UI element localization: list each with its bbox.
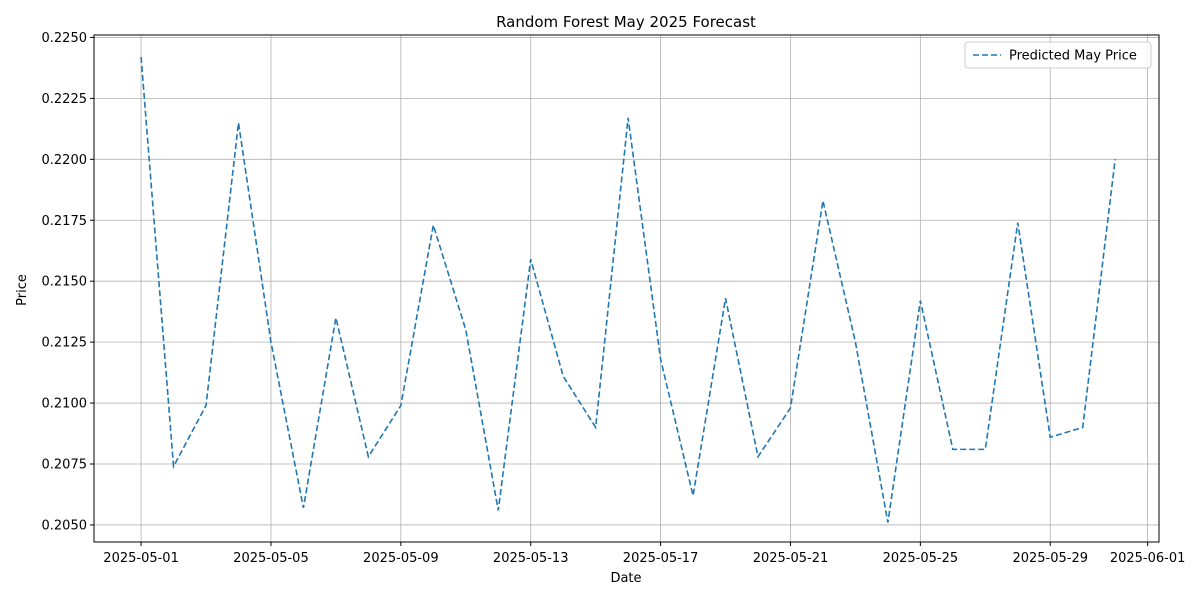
data-point (725, 297, 727, 299)
data-point (432, 224, 434, 226)
x-tick-label: 2025-05-29 (1012, 551, 1088, 566)
plot-area-frame (93, 34, 1160, 543)
y-axis-ticks: 0.2050 0.2075 0.2100 0.2125 0.2150 0.2175 0.22… (42, 31, 94, 533)
x-tick-label: 2025-05-13 (493, 551, 569, 566)
y-tick-label: 0.2250 (42, 31, 88, 46)
x-tick-label: 2025-05-01 (103, 551, 179, 566)
x-tick-label: 2025-05-17 (623, 551, 699, 566)
y-tick-label: 0.2200 (42, 153, 88, 168)
y-tick-label: 0.2100 (42, 397, 88, 412)
data-point (595, 427, 597, 429)
series-layer (140, 56, 1116, 523)
data-point (562, 375, 564, 377)
chart-title: Random Forest May 2025 Forecast (496, 13, 756, 31)
y-tick-label: 0.2050 (42, 518, 88, 533)
x-tick-label: 2025-05-05 (233, 551, 309, 566)
grid (94, 35, 1159, 542)
series-line-predicted-may-price (140, 56, 1116, 523)
legend-label: Predicted May Price (1009, 49, 1137, 64)
data-point (367, 456, 369, 458)
data-point (303, 507, 305, 509)
data-point (887, 522, 889, 524)
data-point (1114, 158, 1116, 160)
data-point (855, 341, 857, 343)
data-point (140, 56, 142, 58)
data-point (790, 407, 792, 409)
data-point (1049, 436, 1051, 438)
y-tick-label: 0.2225 (42, 92, 88, 107)
x-axis-ticks: 2025-05-01 2025-05-05 2025-05-09 2025-05-13… (103, 542, 1185, 566)
data-point (465, 329, 467, 331)
data-point (1082, 427, 1084, 429)
x-tick-label: 2025-06-01 (1110, 551, 1186, 566)
x-axis-title: Date (610, 571, 641, 586)
y-tick-label: 0.2175 (42, 214, 88, 229)
data-point (497, 509, 499, 511)
data-point (660, 358, 662, 360)
x-tick-label: 2025-05-09 (363, 551, 439, 566)
data-point (173, 466, 175, 468)
legend-box (964, 41, 1152, 69)
data-point (335, 317, 337, 319)
y-tick-label: 0.2125 (42, 336, 88, 351)
data-point (530, 258, 532, 260)
data-point (984, 448, 986, 450)
y-tick-label: 0.2075 (42, 458, 88, 473)
data-point (822, 200, 824, 202)
data-point (1017, 222, 1019, 224)
data-point (238, 122, 240, 124)
y-tick-label: 0.2150 (42, 275, 88, 290)
data-point (919, 300, 921, 302)
data-point (270, 341, 272, 343)
data-point (692, 495, 694, 497)
x-tick-label: 2025-05-21 (753, 551, 829, 566)
x-tick-label: 2025-05-25 (883, 551, 959, 566)
data-point (757, 456, 759, 458)
y-axis-title: Price (15, 274, 30, 306)
data-point (205, 405, 207, 407)
data-point (952, 448, 954, 450)
data-point (627, 117, 629, 119)
data-point (400, 405, 402, 407)
legend: Predicted May Price (964, 41, 1152, 69)
